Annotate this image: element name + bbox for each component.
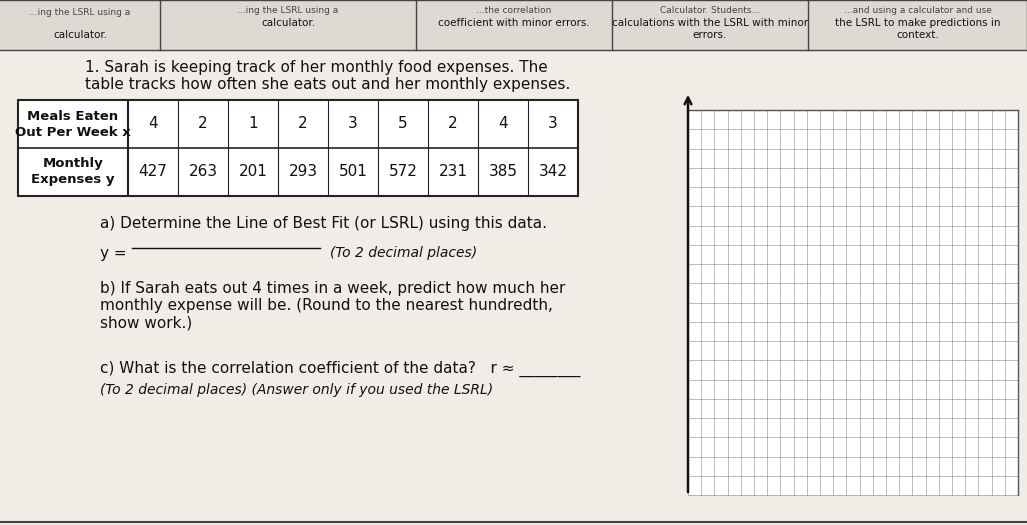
Text: calculator.: calculator. <box>261 18 315 28</box>
Text: 3: 3 <box>348 117 357 131</box>
Text: 293: 293 <box>289 164 317 180</box>
Text: 385: 385 <box>489 164 518 180</box>
Text: 501: 501 <box>339 164 368 180</box>
Text: Meals Eaten: Meals Eaten <box>28 110 118 122</box>
Bar <box>18 100 578 196</box>
Text: 2: 2 <box>298 117 308 131</box>
Text: 201: 201 <box>238 164 267 180</box>
Text: table tracks how often she eats out and her monthly expenses.: table tracks how often she eats out and … <box>85 77 570 92</box>
Text: the LSRL to make predictions in
context.: the LSRL to make predictions in context. <box>835 18 1000 39</box>
Text: (To 2 decimal places) (Answer only if you used the LSRL): (To 2 decimal places) (Answer only if yo… <box>100 383 493 397</box>
Text: 427: 427 <box>139 164 167 180</box>
Text: Monthly: Monthly <box>43 158 104 171</box>
Bar <box>688 110 1018 495</box>
Text: a) Determine the Line of Best Fit (or LSRL) using this data.: a) Determine the Line of Best Fit (or LS… <box>100 216 547 231</box>
Text: 3: 3 <box>548 117 558 131</box>
Text: 1: 1 <box>249 117 258 131</box>
Text: 5: 5 <box>398 117 408 131</box>
Text: ...and using a calculator and use: ...and using a calculator and use <box>843 6 991 15</box>
Text: 4: 4 <box>498 117 507 131</box>
Text: 4: 4 <box>148 117 158 131</box>
Text: y =: y = <box>100 246 131 261</box>
Text: Out Per Week x: Out Per Week x <box>15 125 130 139</box>
Text: 1. Sarah is keeping track of her monthly food expenses. The: 1. Sarah is keeping track of her monthly… <box>85 60 547 75</box>
Text: ...ing the LSRL using a: ...ing the LSRL using a <box>30 8 130 17</box>
Text: calculator.: calculator. <box>53 30 107 40</box>
Text: c) What is the correlation coefficient of the data?   r ≈ ________: c) What is the correlation coefficient o… <box>100 361 580 377</box>
Text: Expenses y: Expenses y <box>31 173 115 186</box>
Text: 263: 263 <box>188 164 218 180</box>
Text: ...the correlation: ...the correlation <box>477 6 551 15</box>
Text: (To 2 decimal places): (To 2 decimal places) <box>330 246 478 260</box>
Bar <box>0 0 1027 50</box>
Text: Calculator. Students...: Calculator. Students... <box>660 6 760 15</box>
Text: coefficient with minor errors.: coefficient with minor errors. <box>439 18 589 28</box>
Text: 2: 2 <box>198 117 207 131</box>
Text: 231: 231 <box>439 164 467 180</box>
Text: 572: 572 <box>388 164 417 180</box>
Text: calculations with the LSRL with minor
errors.: calculations with the LSRL with minor er… <box>612 18 808 39</box>
Text: ...ing the LSRL using a: ...ing the LSRL using a <box>237 6 339 15</box>
Text: 2: 2 <box>448 117 458 131</box>
Text: b) If Sarah eats out 4 times in a week, predict how much her
monthly expense wil: b) If Sarah eats out 4 times in a week, … <box>100 281 566 331</box>
Text: 342: 342 <box>538 164 568 180</box>
